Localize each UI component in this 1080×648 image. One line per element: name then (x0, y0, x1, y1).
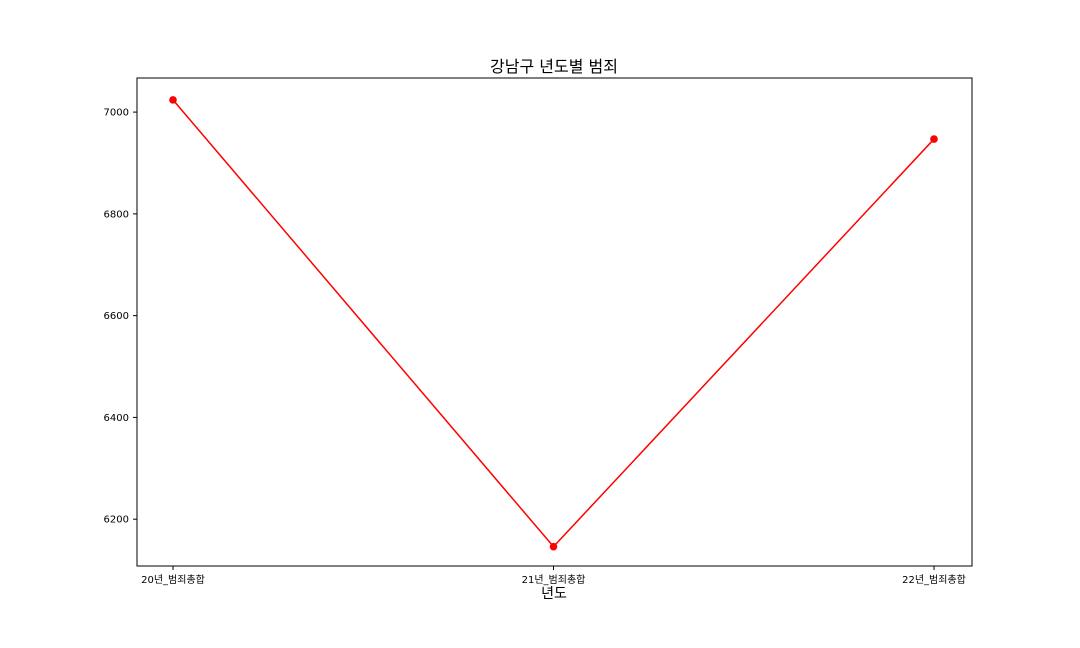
chart-title: 강남구 년도별 범죄 (490, 57, 618, 76)
data-point (930, 135, 938, 143)
y-tick-label: 6200 (104, 515, 129, 526)
y-tick-label: 6600 (104, 311, 129, 322)
plot-frame (136, 77, 973, 567)
x-tick-label: 20년_범죄총합 (141, 574, 205, 586)
series-layer (169, 96, 938, 551)
y-tick-label: 7000 (104, 108, 129, 119)
y-axis: 6200 6400 6600 6800 7000 (104, 108, 137, 526)
data-point (169, 96, 177, 104)
x-tick-label: 21년_범죄총합 (522, 574, 586, 586)
data-point (549, 542, 558, 551)
plot-area (136, 77, 973, 567)
y-tick-label: 6800 (104, 209, 129, 220)
series-line (172, 99, 935, 548)
x-axis: 20년_범죄총합 21년_범죄총합 22년_범죄총합 (141, 566, 966, 586)
x-tick-label: 22년_범죄총합 (902, 574, 966, 586)
x-axis-label: 년도 (541, 586, 567, 602)
y-tick-label: 6400 (104, 413, 129, 424)
